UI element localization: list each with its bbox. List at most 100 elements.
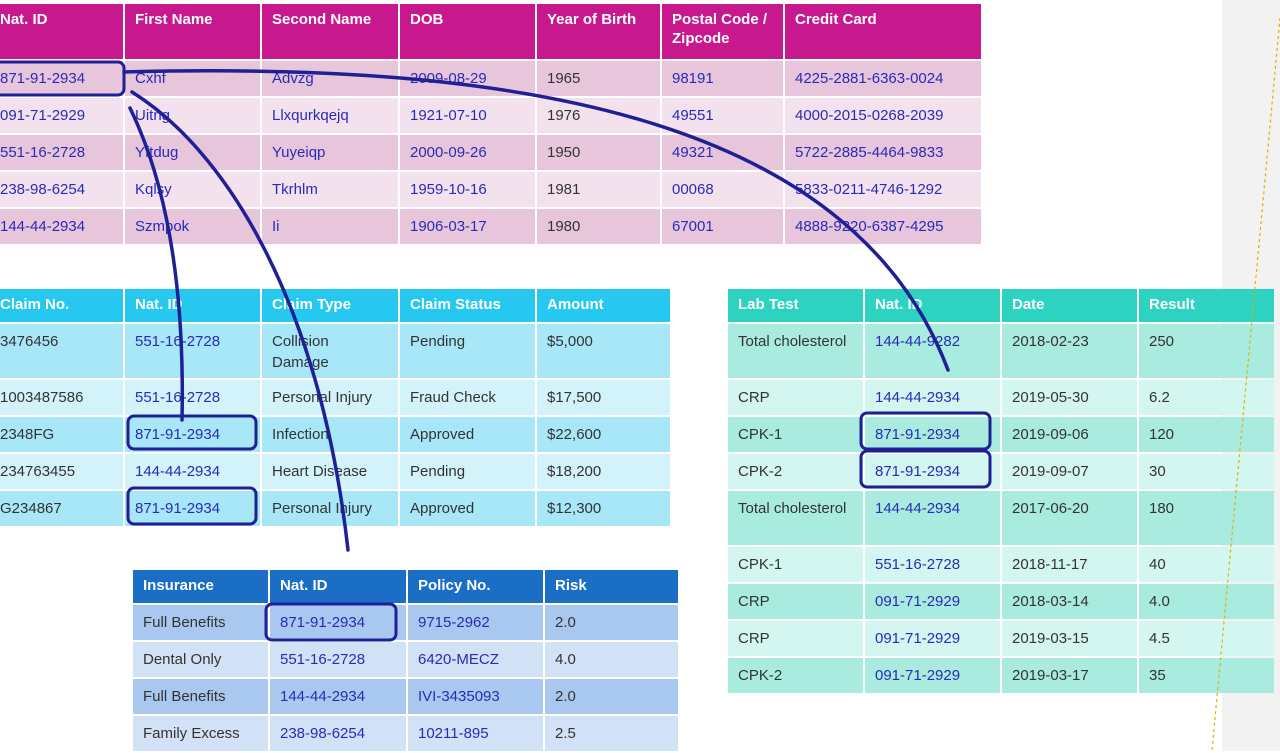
table-row: 238-98-6254 Kqlsy Tkrhlm 1959-10-16 1981… (0, 172, 981, 207)
table-row: CRP 091-71-2929 2019-03-15 4.5 (728, 621, 1274, 656)
cell: Infection (262, 417, 398, 452)
table-row: CPK-1 871-91-2934 2019-09-06 120 (728, 417, 1274, 452)
cell: 5833-0211-4746-1292 (785, 172, 981, 207)
cell: Approved (400, 491, 535, 526)
cell: 871-91-2934 (270, 605, 406, 640)
cell: 2018-03-14 (1002, 584, 1137, 619)
cell: 2019-03-15 (1002, 621, 1137, 656)
table-row: G234867 871-91-2934 Personal Injury Appr… (0, 491, 670, 526)
cell: Fraud Check (400, 380, 535, 415)
cell: 144-44-9282 (865, 324, 1000, 378)
cell: 2017-06-20 (1002, 491, 1137, 545)
person-table: Nat. ID First Name Second Name DOB Year … (0, 2, 983, 246)
claims-table: Claim No. Nat. ID Claim Type Claim Statu… (0, 287, 672, 528)
header-second-name: Second Name (262, 4, 398, 59)
cell: 2019-03-17 (1002, 658, 1137, 693)
header-claim-type: Claim Type (262, 289, 398, 322)
cell: 1959-10-16 (400, 172, 535, 207)
cell: Dental Only (133, 642, 268, 677)
cell: 250 (1139, 324, 1274, 378)
table-row: 3476456 551-16-2728 Collision Damage Pen… (0, 324, 670, 378)
cell: 2.0 (545, 605, 678, 640)
cell: 4.0 (545, 642, 678, 677)
cell: 2019-05-30 (1002, 380, 1137, 415)
cell: 2348FG (0, 417, 123, 452)
cell: $17,500 (537, 380, 670, 415)
cell: 6420-MECZ (408, 642, 543, 677)
table-row: 1003487586 551-16-2728 Personal Injury F… (0, 380, 670, 415)
cell: 551-16-2728 (125, 324, 260, 378)
cell: 6.2 (1139, 380, 1274, 415)
cell: 871-91-2934 (0, 61, 123, 96)
cell: 5722-2885-4464-9833 (785, 135, 981, 170)
cell: Llxqurkqejq (262, 98, 398, 133)
cell: 2018-11-17 (1002, 547, 1137, 582)
cell: CPK-1 (728, 547, 863, 582)
header-dob: DOB (400, 4, 535, 59)
cell: 49321 (662, 135, 783, 170)
cell: 551-16-2728 (0, 135, 123, 170)
cell: $12,300 (537, 491, 670, 526)
cell: 871-91-2934 (865, 454, 1000, 489)
cell: 180 (1139, 491, 1274, 545)
insurance-table: Insurance Nat. ID Policy No. Risk Full B… (131, 568, 680, 753)
cell: Full Benefits (133, 605, 268, 640)
cell: 551-16-2728 (270, 642, 406, 677)
lab-test-table: Lab Test Nat. ID Date Result Total chole… (726, 287, 1276, 695)
table-row: CPK-2 091-71-2929 2019-03-17 35 (728, 658, 1274, 693)
cell: 1950 (537, 135, 660, 170)
cell: $22,600 (537, 417, 670, 452)
cell: 10211-895 (408, 716, 543, 751)
table-row: 144-44-2934 Szmpok Ii 1906-03-17 1980 67… (0, 209, 981, 244)
cell: Collision Damage (262, 324, 398, 378)
table-header-row: Lab Test Nat. ID Date Result (728, 289, 1274, 322)
cell: 4225-2881-6363-0024 (785, 61, 981, 96)
table-header-row: Claim No. Nat. ID Claim Type Claim Statu… (0, 289, 670, 322)
header-policy-no: Policy No. (408, 570, 543, 603)
header-result: Result (1139, 289, 1274, 322)
cell: Total cholesterol (728, 324, 863, 378)
cell: 35 (1139, 658, 1274, 693)
cell: 1976 (537, 98, 660, 133)
cell: 120 (1139, 417, 1274, 452)
cell: Uitng (125, 98, 260, 133)
header-risk: Risk (545, 570, 678, 603)
header-lab-test: Lab Test (728, 289, 863, 322)
cell: Cxhf (125, 61, 260, 96)
cell: 4.0 (1139, 584, 1274, 619)
cell: 238-98-6254 (270, 716, 406, 751)
cell: 144-44-2934 (865, 380, 1000, 415)
cell: Tkrhlm (262, 172, 398, 207)
cell: CPK-2 (728, 658, 863, 693)
cell: 551-16-2728 (125, 380, 260, 415)
table-row: Total cholesterol 144-44-9282 2018-02-23… (728, 324, 1274, 378)
cell: 4000-2015-0268-2039 (785, 98, 981, 133)
cell: 98191 (662, 61, 783, 96)
cell: Personal Injury (262, 491, 398, 526)
header-first-name: First Name (125, 4, 260, 59)
table-row: 234763455 144-44-2934 Heart Disease Pend… (0, 454, 670, 489)
cell: Advzg (262, 61, 398, 96)
cell: 2019-09-07 (1002, 454, 1137, 489)
cell: 144-44-2934 (865, 491, 1000, 545)
header-nat-id: Nat. ID (125, 289, 260, 322)
cell: 144-44-2934 (0, 209, 123, 244)
cell: 2018-02-23 (1002, 324, 1137, 378)
header-year-of-birth: Year of Birth (537, 4, 660, 59)
cell: 1980 (537, 209, 660, 244)
table-row: Total cholesterol 144-44-2934 2017-06-20… (728, 491, 1274, 545)
table-header-row: Nat. ID First Name Second Name DOB Year … (0, 4, 981, 59)
cell: 871-91-2934 (865, 417, 1000, 452)
cell: 2000-09-26 (400, 135, 535, 170)
cell: 1921-07-10 (400, 98, 535, 133)
cell: 091-71-2929 (865, 584, 1000, 619)
cell: 4.5 (1139, 621, 1274, 656)
cell: 49551 (662, 98, 783, 133)
cell: 00068 (662, 172, 783, 207)
cell: 1981 (537, 172, 660, 207)
header-insurance: Insurance (133, 570, 268, 603)
cell: Yuyeiqp (262, 135, 398, 170)
cell: Total cholesterol (728, 491, 863, 545)
cell: Ii (262, 209, 398, 244)
table-row: Full Benefits 144-44-2934 IVI-3435093 2.… (133, 679, 678, 714)
